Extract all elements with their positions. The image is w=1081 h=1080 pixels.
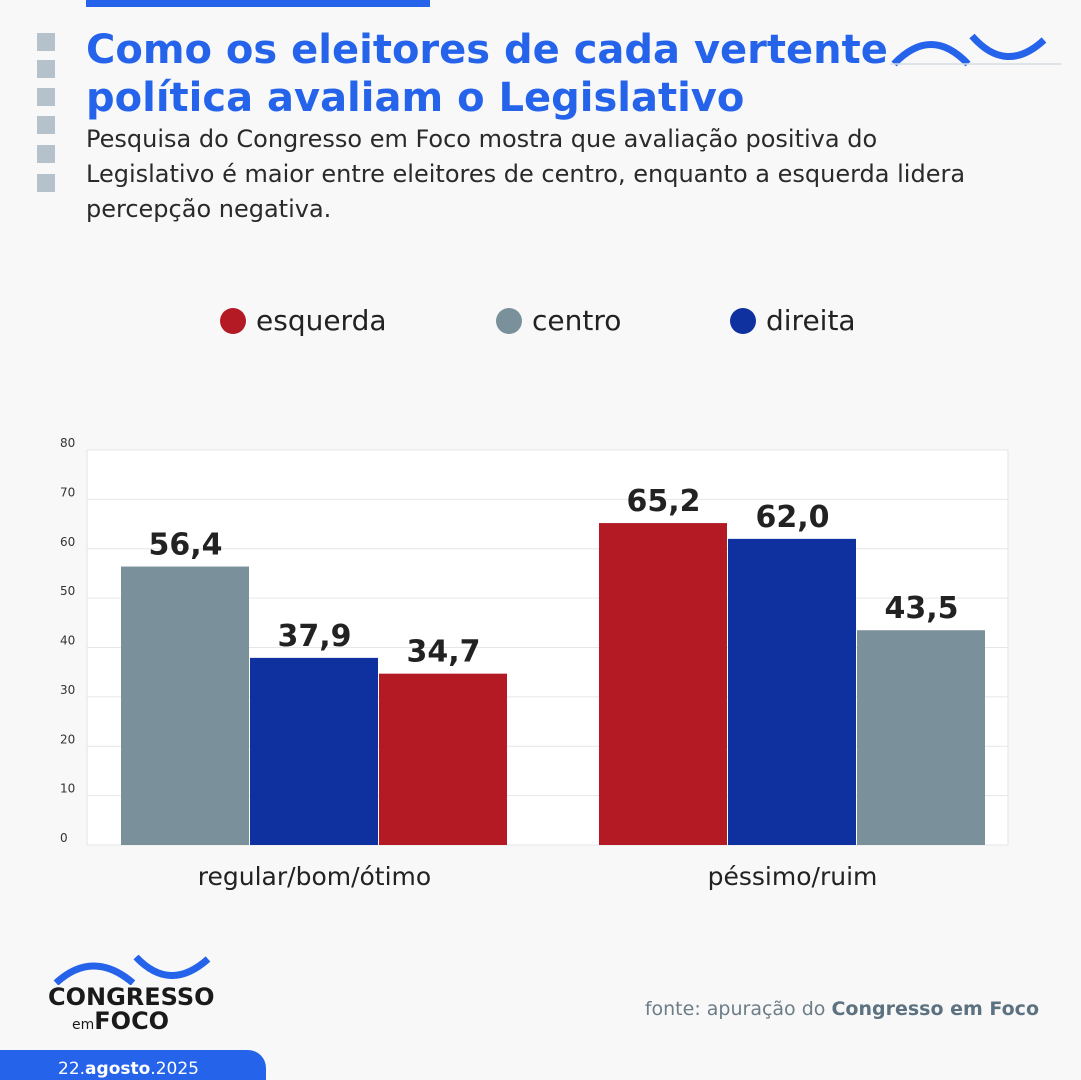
logo-waves-icon [53, 955, 211, 985]
y-tick-label: 50 [60, 584, 75, 598]
decor-square [37, 33, 55, 51]
decor-square [37, 88, 55, 106]
decor-square [37, 116, 55, 134]
y-tick-label: 60 [60, 535, 75, 549]
bar-centro [121, 566, 249, 845]
legend-label: esquerda [256, 304, 387, 337]
legend: esquerda centro direita [0, 304, 1081, 344]
data-label: 37,9 [277, 619, 351, 654]
legend-item-esquerda: esquerda [220, 304, 387, 337]
page-title: Como os eleitores de cada vertente polít… [86, 27, 888, 121]
legend-swatch [496, 307, 522, 334]
data-label: 65,2 [626, 484, 700, 519]
date-month: agosto [85, 1059, 151, 1079]
y-tick-label: 80 [60, 436, 75, 450]
legend-swatch [730, 307, 756, 334]
bar-chart: 0 10 20 30 40 50 60 70 80 56,4 37,9 34,7 regular/bom… [60, 436, 1009, 891]
brand-line1: CONGRESSO [48, 983, 215, 1011]
bar-centro [857, 630, 985, 845]
brand-em: em [72, 1017, 95, 1033]
data-label: 62,0 [755, 500, 829, 535]
bar-direita [728, 538, 856, 845]
data-label: 34,7 [406, 635, 480, 670]
subtitle: Pesquisa do Congresso em Foco mostra que… [86, 125, 966, 223]
y-tick-label: 40 [60, 634, 75, 648]
decor-square [37, 145, 55, 163]
source-note: fonte: apuração do Congresso em Foco [645, 998, 1039, 1020]
x-category-label: regular/bom/ótimo [198, 862, 431, 891]
bar-esquerda [379, 673, 507, 845]
source-name: Congresso em Foco [831, 998, 1039, 1020]
y-tick-label: 30 [60, 683, 75, 697]
legend-item-direita: direita [730, 304, 856, 337]
y-tick-label: 10 [60, 782, 75, 796]
legend-swatch [220, 307, 246, 334]
date-day: 22. [58, 1059, 86, 1079]
top-accent-bar [86, 0, 430, 7]
legend-label: centro [532, 304, 622, 337]
decor-square [37, 174, 55, 192]
y-tick-label: 70 [60, 485, 75, 499]
decor-square [37, 60, 55, 78]
source-prefix: fonte: apuração do [644, 998, 832, 1020]
date-year: .2025 [150, 1059, 199, 1079]
bar-direita [250, 657, 378, 845]
brand-logo: CONGRESSO emFOCO [48, 955, 215, 1037]
x-category-label: péssimo/ruim [708, 862, 878, 891]
y-tick-label: 20 [60, 732, 75, 746]
data-label: 43,5 [884, 591, 958, 626]
logo-waves-icon [890, 33, 1061, 67]
date-badge: 22.agosto.2025 [0, 1050, 266, 1080]
legend-label: direita [766, 304, 856, 337]
bar-esquerda [599, 523, 727, 845]
brand-line2: FOCO [94, 1007, 170, 1035]
y-tick-label: 0 [60, 831, 68, 845]
data-label: 56,4 [148, 528, 222, 563]
legend-item-centro: centro [496, 304, 621, 337]
